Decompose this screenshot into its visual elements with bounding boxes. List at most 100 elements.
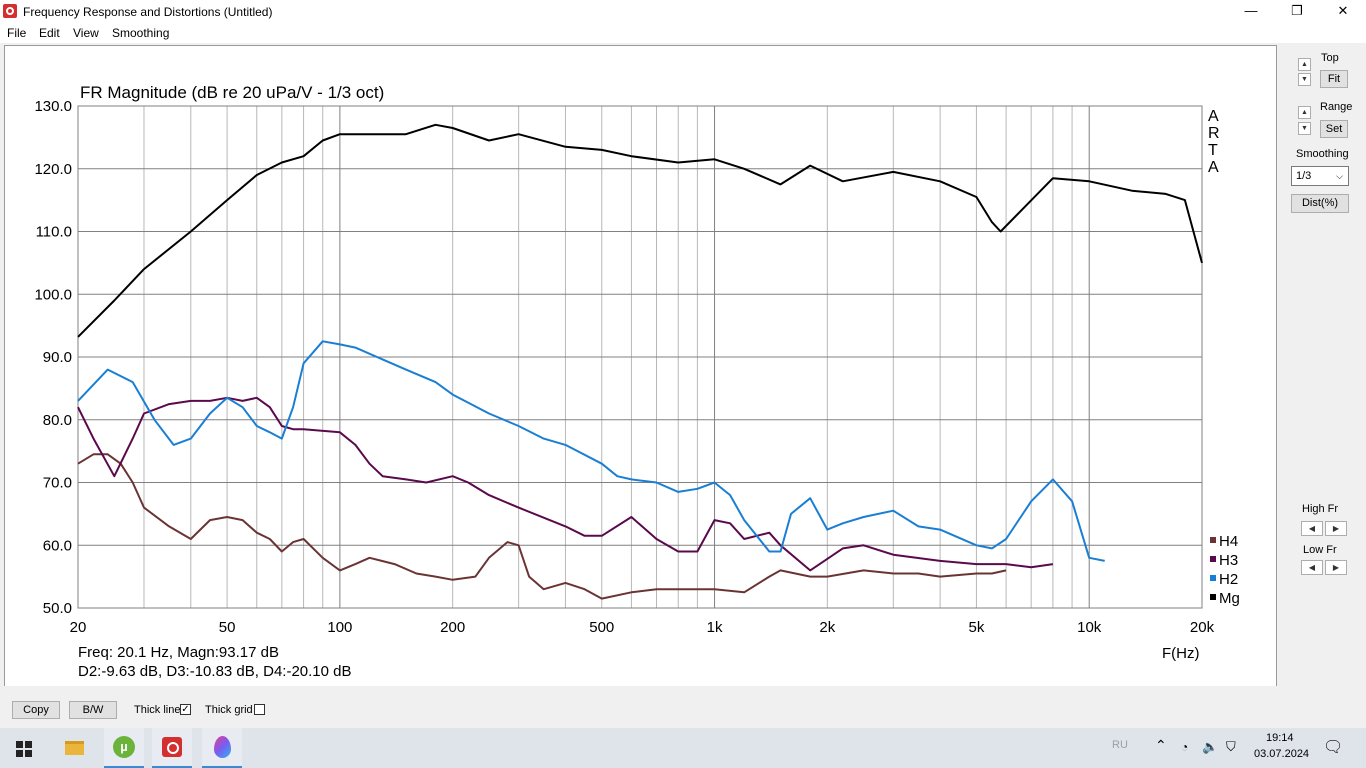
high-fr-right-arrow-icon[interactable]: ▶ — [1325, 521, 1347, 536]
set-button[interactable]: Set — [1320, 120, 1348, 138]
top-down-arrow-icon[interactable]: ▼ — [1298, 73, 1311, 86]
readout-freq-magn: Freq: 20.1 Hz, Magn:93.17 dB — [78, 644, 279, 661]
frequency-response-chart: FR Magnitude (dB re 20 uPa/V - 1/3 oct) … — [34, 83, 1240, 680]
y-tick-label: 80.0 — [43, 412, 72, 429]
legend-label-h2: H2 — [1219, 571, 1238, 588]
low-fr-left-arrow-icon[interactable]: ◀ — [1301, 560, 1323, 575]
security-shield-icon[interactable]: ⛉ — [1226, 739, 1236, 754]
top-label: Top — [1321, 52, 1339, 64]
y-tick-label: 120.0 — [34, 161, 72, 178]
utorrent-icon[interactable]: µ — [104, 728, 144, 768]
legend-label-mg: Mg — [1219, 590, 1240, 607]
paint-app-icon[interactable] — [202, 728, 242, 768]
x-tick-label: 20 — [70, 619, 87, 636]
legend-swatch-mg — [1210, 594, 1216, 600]
y-tick-label: 130.0 — [34, 98, 72, 115]
series-line-h4 — [77, 453, 1007, 600]
x-axis-ticks: 20 50 100 200 500 1k 2k 5k 10k 20k — [70, 619, 1215, 636]
legend-swatch-h3 — [1210, 556, 1216, 562]
x-tick-label: 50 — [219, 619, 236, 636]
y-tick-label: 60.0 — [43, 537, 72, 554]
network-icon[interactable]: ◔ — [1181, 740, 1189, 754]
chart-legend: H4 H3 H2 Mg — [1210, 533, 1240, 607]
menu-edit[interactable]: Edit — [39, 26, 60, 40]
arta-app-icon — [3, 4, 17, 18]
chevron-up-icon[interactable]: ⌃ — [1155, 737, 1167, 753]
chart-grid — [77, 105, 1203, 609]
menu-view[interactable]: View — [73, 26, 99, 40]
x-tick-label: 2k — [819, 619, 835, 636]
x-tick-label: 5k — [969, 619, 985, 636]
thick-line-label: Thick line — [134, 704, 181, 716]
x-tick-label: 1k — [707, 619, 723, 636]
y-tick-label: 90.0 — [43, 349, 72, 366]
brand-letter: A — [1208, 108, 1219, 125]
chevron-down-icon: ⌵ — [1336, 171, 1343, 181]
brand-letter: R — [1208, 125, 1220, 142]
menu-file[interactable]: File — [7, 26, 27, 40]
legend-label-h4: H4 — [1219, 533, 1238, 550]
x-tick-label: 10k — [1077, 619, 1102, 636]
menu-bar: File Edit View Smoothing — [0, 23, 1366, 43]
high-fr-left-arrow-icon[interactable]: ◀ — [1301, 521, 1323, 536]
series-line-h3 — [77, 396, 1054, 572]
smoothing-select[interactable]: 1/3 ⌵ — [1291, 166, 1349, 186]
thick-grid-label: Thick grid — [205, 704, 253, 716]
range-down-arrow-icon[interactable]: ▼ — [1298, 122, 1311, 135]
legend-label-h3: H3 — [1219, 552, 1238, 569]
clock-date[interactable]: 03.07.2024 — [1254, 748, 1310, 760]
low-fr-label: Low Fr — [1303, 544, 1337, 556]
legend-swatch-h2 — [1210, 575, 1216, 581]
brand-letter: T — [1208, 142, 1218, 159]
dist-percent-button[interactable]: Dist(%) — [1291, 194, 1349, 213]
range-up-arrow-icon[interactable]: ▲ — [1298, 106, 1311, 119]
high-fr-label: High Fr — [1302, 503, 1339, 515]
readout-distortion: D2:-9.63 dB, D3:-10.83 dB, D4:-20.10 dB — [78, 663, 352, 680]
x-tick-label: 100 — [327, 619, 352, 636]
legend-swatch-h4 — [1210, 537, 1216, 543]
volume-icon[interactable]: 🔈 — [1202, 739, 1219, 754]
arta-taskbar-icon[interactable] — [152, 728, 192, 768]
chart-title: FR Magnitude (dB re 20 uPa/V - 1/3 oct) — [80, 83, 384, 102]
y-tick-label: 100.0 — [34, 286, 72, 303]
menu-smoothing[interactable]: Smoothing — [112, 26, 170, 40]
range-label: Range — [1320, 101, 1353, 113]
plot-area[interactable]: FR Magnitude (dB re 20 uPa/V - 1/3 oct) … — [4, 45, 1277, 687]
smoothing-value: 1/3 — [1296, 170, 1312, 182]
language-indicator[interactable]: RU — [1112, 739, 1128, 751]
smoothing-label: Smoothing — [1296, 148, 1349, 160]
minimize-button[interactable]: — — [1244, 3, 1258, 18]
notification-icon[interactable]: 🗨 — [1323, 739, 1344, 756]
control-panel: ▲ ▼ Top Fit ▲ ▼ Range Set Smoothing 1/3 … — [1284, 45, 1366, 685]
x-tick-label: 200 — [440, 619, 465, 636]
bw-button[interactable]: B/W — [69, 701, 117, 719]
x-tick-label: 20k — [1190, 619, 1215, 636]
chart-series — [77, 123, 1203, 600]
thick-grid-checkbox[interactable] — [254, 704, 265, 715]
thick-line-checkbox[interactable]: ✓ — [180, 704, 191, 715]
close-button[interactable]: ✕ — [1337, 3, 1349, 18]
brand-letter: A — [1208, 159, 1219, 176]
low-fr-right-arrow-icon[interactable]: ▶ — [1325, 560, 1347, 575]
windows-start-icon[interactable] — [16, 741, 32, 757]
y-tick-label: 70.0 — [43, 475, 72, 492]
y-axis-ticks: 50.0 60.0 70.0 80.0 90.0 100.0 110.0 120.0 130.0 — [34, 98, 72, 617]
file-explorer-icon[interactable] — [54, 728, 94, 768]
y-tick-label: 110.0 — [36, 224, 72, 241]
top-up-arrow-icon[interactable]: ▲ — [1298, 58, 1311, 71]
plot-border — [77, 105, 1203, 609]
x-tick-label: 500 — [589, 619, 614, 636]
y-tick-label: 50.0 — [43, 600, 72, 617]
window-title: Frequency Response and Distortions (Unti… — [23, 5, 273, 19]
maximize-button[interactable]: ❐ — [1291, 3, 1303, 18]
windows-taskbar: µ RU ⌃ ◔ 🔈 ⛉ 19:14 03.07.2024 🗨 — [0, 728, 1366, 768]
clock-time[interactable]: 19:14 — [1266, 732, 1294, 744]
bottom-toolbar: Copy B/W Thick line ✓ Thick grid — [0, 686, 1366, 728]
title-bar: Frequency Response and Distortions (Unti… — [0, 0, 1366, 23]
series-line-h2 — [77, 340, 1105, 562]
series-line-mg — [77, 123, 1203, 338]
fit-button[interactable]: Fit — [1320, 70, 1348, 88]
copy-button[interactable]: Copy — [12, 701, 60, 719]
x-axis-label: F(Hz) — [1162, 645, 1200, 662]
